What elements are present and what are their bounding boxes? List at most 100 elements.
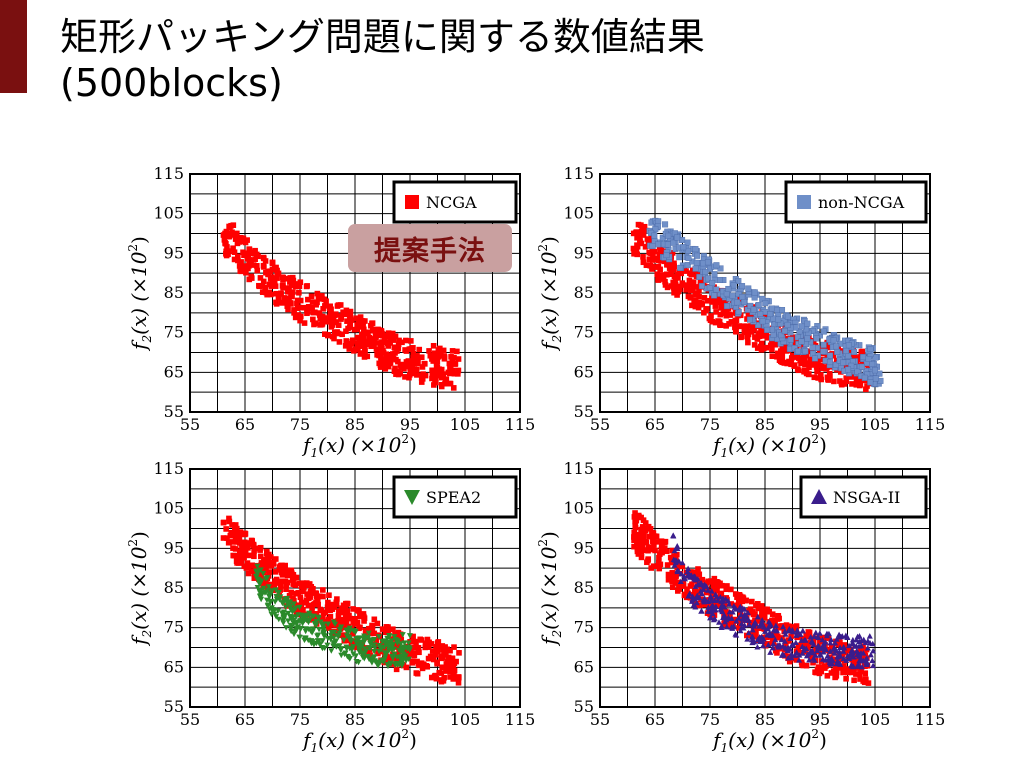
data-point [322,331,328,337]
data-point [696,571,703,578]
data-point [758,340,765,347]
data-point [754,644,761,650]
data-point [761,624,768,630]
x-tick-label: 95 [810,415,830,434]
data-point [340,637,347,644]
data-point [245,563,251,570]
data-point [291,310,297,316]
data-point [341,609,348,615]
data-point [251,575,258,581]
y-tick-label: 85 [574,283,594,302]
x-tick-label: 115 [505,415,536,434]
data-point [387,661,394,668]
data-point [634,540,640,547]
data-point [222,230,228,237]
data-point [828,670,835,676]
data-point [634,546,641,552]
data-point [338,609,344,616]
data-point [700,582,707,589]
data-point [294,605,301,611]
data-point [692,246,699,253]
data-point [221,237,228,243]
data-point [849,381,855,387]
data-point [395,644,401,650]
data-point [415,354,422,361]
data-point [728,624,735,630]
data-point [748,328,755,335]
data-point [295,624,302,630]
data-point [296,283,302,289]
data-point [802,348,809,355]
data-point [356,625,362,632]
data-point [327,607,333,614]
data-point [705,608,712,614]
data-point [265,584,272,590]
data-point [707,614,714,621]
data-point [656,273,662,279]
data-point [686,277,693,284]
data-point [315,615,322,622]
data-point [284,567,291,574]
data-point [762,300,769,307]
data-point [292,314,299,321]
data-point [677,264,684,271]
data-point [704,298,711,304]
data-point [312,309,318,316]
data-point [415,645,422,651]
legend-label: SPEA2 [426,488,481,507]
data-point [810,341,817,347]
data-point [381,336,388,342]
data-point [723,323,729,329]
data-point [237,530,244,537]
y-tick-label: 85 [574,578,594,597]
data-point [856,638,863,645]
data-point [655,255,661,262]
data-point [379,657,386,664]
data-point [640,517,647,523]
data-point [735,278,742,285]
data-point [823,646,830,653]
legend: NSGA-II [799,475,928,519]
data-point [674,567,681,573]
data-point [850,669,856,676]
data-point [680,583,686,589]
data-point [739,333,745,340]
data-point [798,338,805,345]
data-point [745,285,752,292]
data-point [280,274,287,281]
data-point [447,365,453,371]
data-point [378,343,385,350]
data-point [866,633,873,639]
data-point [692,583,699,589]
data-point [372,331,379,338]
data-point [321,629,328,635]
data-point [684,282,691,288]
data-point [371,616,378,623]
data-point [719,602,726,609]
data-point [281,295,287,301]
data-point [747,302,754,309]
data-point [381,650,388,656]
data-point [785,644,792,651]
data-point [238,259,244,265]
data-point [804,320,811,327]
data-point [250,262,257,268]
data-point [294,300,300,307]
data-point [709,279,716,286]
data-point [707,594,714,600]
data-point [440,371,447,377]
data-point [285,288,291,295]
data-point [795,348,802,355]
data-point [751,638,758,645]
title-accent-bar [0,0,27,93]
data-point [681,592,688,599]
data-point [410,633,416,640]
data-point [278,290,284,297]
data-point [273,594,280,600]
data-point [689,581,695,588]
data-point [308,640,315,647]
data-point [347,321,354,327]
data-point [241,266,248,273]
y-tick-label: 85 [164,578,184,597]
data-point [226,233,233,240]
